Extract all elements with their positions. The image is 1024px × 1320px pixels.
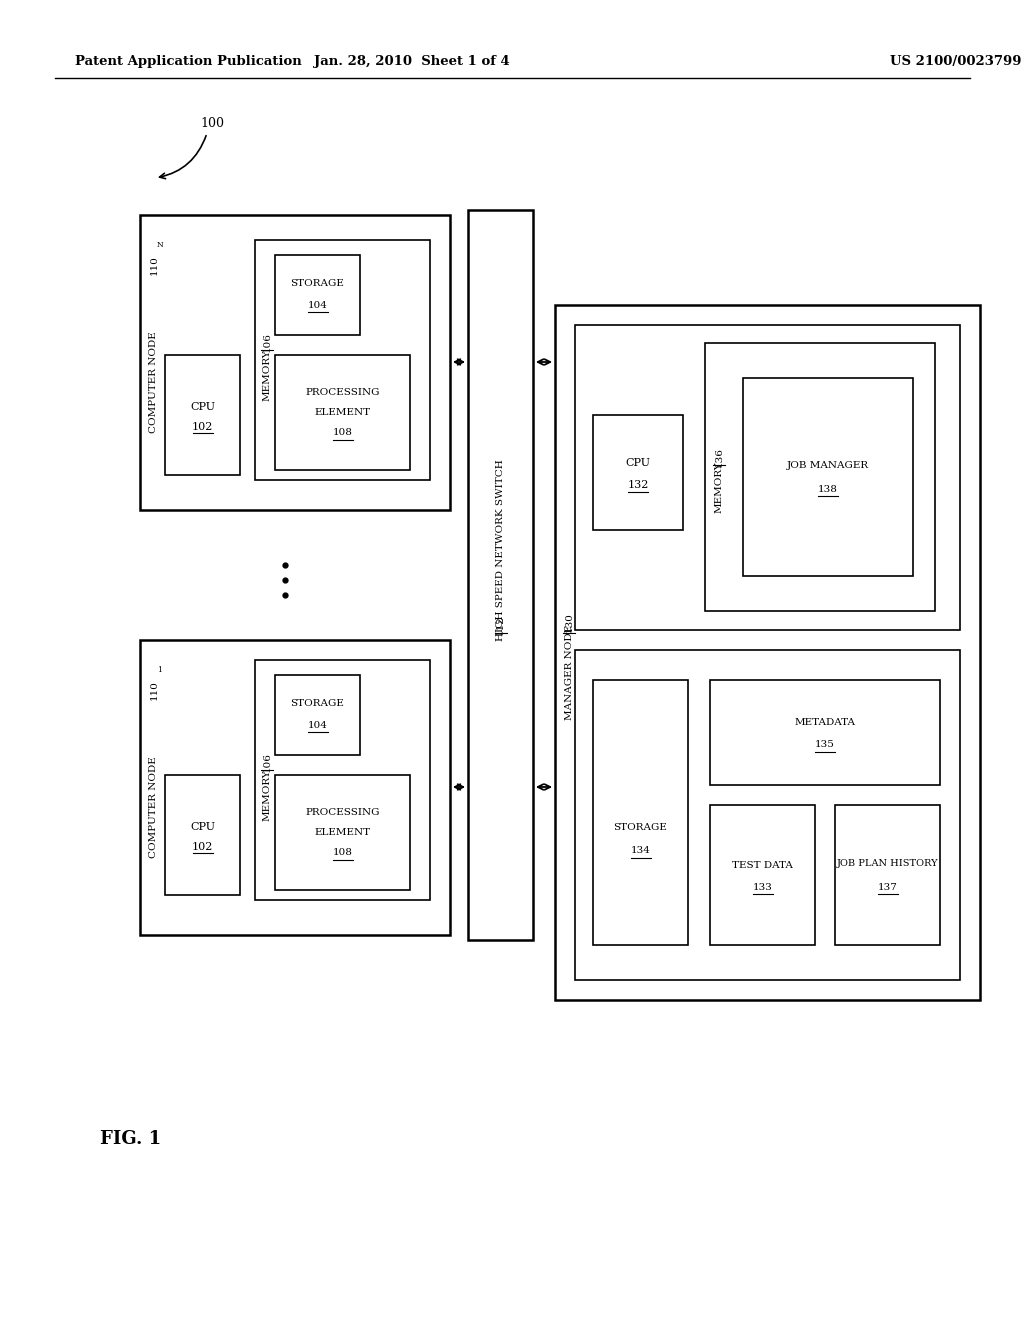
Bar (165, 775, 240, 895)
Text: N: N (157, 242, 164, 249)
Text: STORAGE: STORAGE (291, 698, 344, 708)
Text: 138: 138 (818, 484, 838, 494)
Text: 104: 104 (307, 301, 328, 309)
Text: CPU: CPU (190, 403, 215, 412)
Text: HIGH SPEED NETWORK SWITCH: HIGH SPEED NETWORK SWITCH (496, 459, 505, 642)
Text: STORAGE: STORAGE (613, 822, 668, 832)
Bar (255, 660, 430, 900)
Text: 132: 132 (628, 479, 648, 490)
Text: 100: 100 (200, 117, 224, 129)
Text: 104: 104 (307, 721, 328, 730)
Text: 1: 1 (158, 667, 163, 675)
Text: 110: 110 (150, 255, 159, 275)
Text: JOB MANAGER: JOB MANAGER (786, 461, 869, 470)
Bar (165, 355, 240, 475)
Text: CPU: CPU (190, 822, 215, 832)
Text: METADATA: METADATA (795, 718, 855, 727)
Text: 136: 136 (715, 447, 724, 467)
Text: TEST DATA: TEST DATA (732, 861, 793, 870)
Text: 133: 133 (753, 883, 772, 891)
Bar (555, 305, 980, 1001)
Text: 106: 106 (262, 752, 271, 772)
Text: 102: 102 (191, 422, 213, 432)
Bar (710, 680, 940, 785)
Bar (140, 215, 450, 510)
Text: MEMORY: MEMORY (715, 461, 724, 512)
Text: COMPUTER NODE: COMPUTER NODE (150, 756, 159, 858)
Text: FIG. 1: FIG. 1 (100, 1130, 161, 1148)
Text: CPU: CPU (626, 458, 650, 467)
Text: 137: 137 (878, 883, 897, 891)
Text: PROCESSING: PROCESSING (305, 388, 380, 397)
Bar (705, 343, 935, 611)
Bar (575, 649, 961, 979)
Bar (593, 414, 683, 531)
Bar (275, 775, 410, 890)
Text: STORAGE: STORAGE (291, 279, 344, 288)
Bar (710, 805, 815, 945)
Bar (275, 675, 360, 755)
Text: 108: 108 (333, 847, 352, 857)
Text: ELEMENT: ELEMENT (314, 408, 371, 417)
Text: Jan. 28, 2010  Sheet 1 of 4: Jan. 28, 2010 Sheet 1 of 4 (314, 55, 510, 69)
Text: MEMORY: MEMORY (262, 770, 271, 821)
Text: MEMORY: MEMORY (262, 350, 271, 401)
Text: COMPUTER NODE: COMPUTER NODE (150, 331, 159, 433)
Text: 130: 130 (564, 612, 573, 632)
Text: 108: 108 (333, 428, 352, 437)
Bar (835, 805, 940, 945)
Text: US 2100/0023799 A1: US 2100/0023799 A1 (890, 55, 1024, 69)
Bar (468, 210, 534, 940)
Text: JOB PLAN HISTORY: JOB PLAN HISTORY (837, 858, 938, 867)
Text: MANAGER NODE: MANAGER NODE (564, 624, 573, 721)
Text: 135: 135 (815, 741, 835, 748)
Text: Patent Application Publication: Patent Application Publication (75, 55, 302, 69)
Bar (575, 325, 961, 630)
Bar (275, 255, 360, 335)
Text: 134: 134 (631, 846, 650, 855)
Text: 106: 106 (262, 333, 271, 352)
Text: 110: 110 (150, 680, 159, 700)
Text: PROCESSING: PROCESSING (305, 808, 380, 817)
Text: 102: 102 (191, 842, 213, 851)
Bar (255, 240, 430, 480)
Text: 112: 112 (496, 615, 505, 635)
Bar (140, 640, 450, 935)
Text: ELEMENT: ELEMENT (314, 828, 371, 837)
Bar (275, 355, 410, 470)
Bar (593, 680, 688, 945)
Bar (743, 378, 913, 576)
